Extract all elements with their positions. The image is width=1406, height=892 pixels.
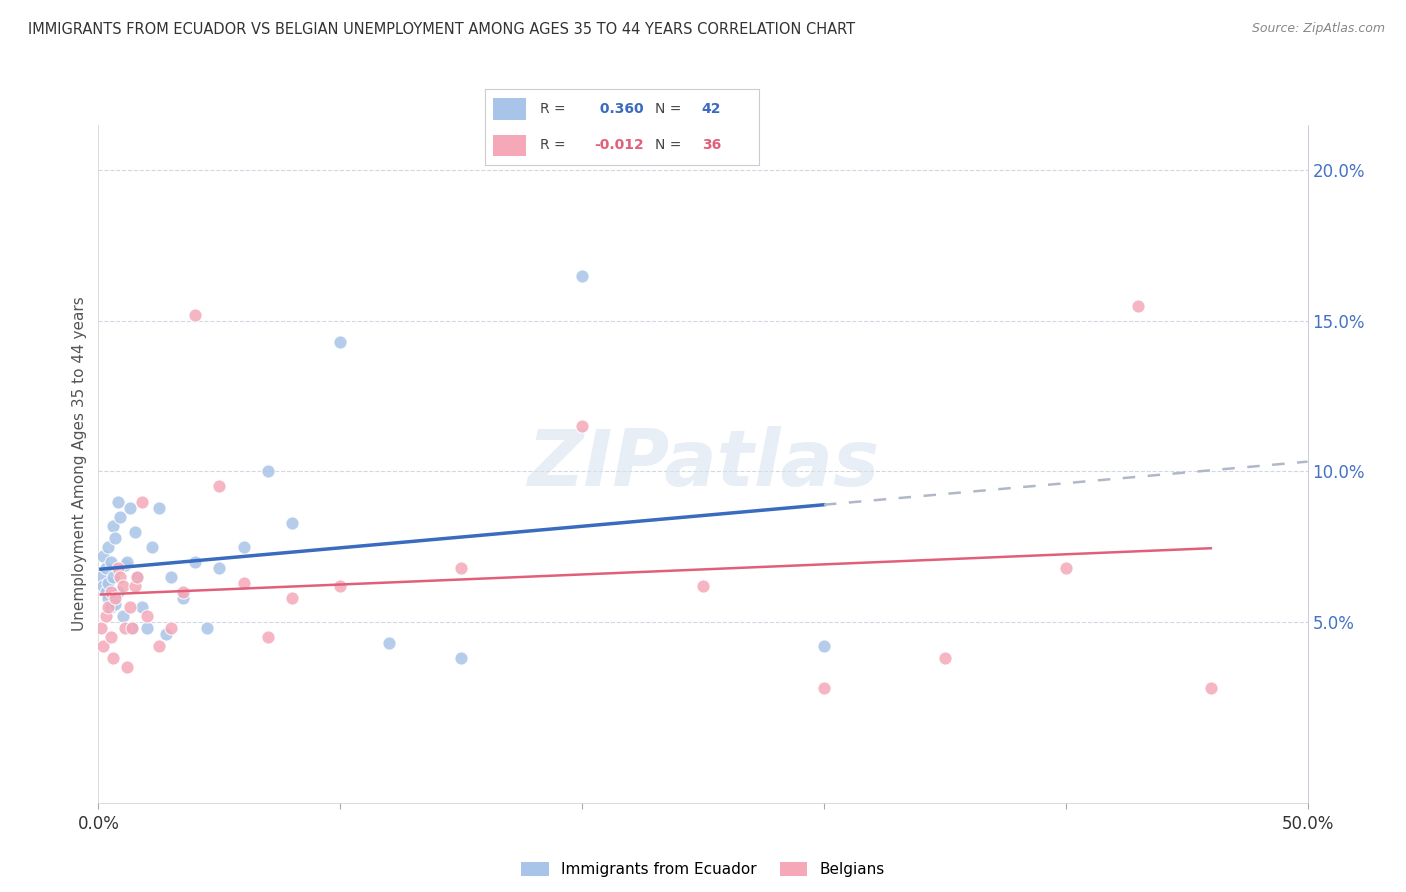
Y-axis label: Unemployment Among Ages 35 to 44 years: Unemployment Among Ages 35 to 44 years [72,296,87,632]
Point [94,561,117,575]
Point [329,334,352,349]
Point [232,540,254,554]
Point [256,630,278,644]
Text: 36: 36 [702,138,721,153]
Point [118,500,141,515]
Point [117,660,139,674]
Point [281,516,304,530]
Point [184,308,207,322]
Bar [494,98,526,120]
Legend: Immigrants from Ecuador, Belgians: Immigrants from Ecuador, Belgians [515,856,891,883]
Point [450,561,472,575]
Point [101,570,124,584]
Point [90,621,112,635]
Point [100,599,122,614]
Point [100,630,122,644]
Point [111,579,134,593]
Point [107,494,129,508]
Point [97,599,120,614]
Point [101,518,124,533]
Point [934,651,956,665]
Point [97,540,120,554]
Point [121,621,143,635]
Point [172,591,194,605]
Text: ZIPatlas: ZIPatlas [527,425,879,502]
Text: 42: 42 [702,102,721,116]
Point [121,621,143,635]
Point [111,609,134,624]
Point [131,599,153,614]
Text: N =: N = [655,102,686,116]
Text: IMMIGRANTS FROM ECUADOR VS BELGIAN UNEMPLOYMENT AMONG AGES 35 TO 44 YEARS CORREL: IMMIGRANTS FROM ECUADOR VS BELGIAN UNEMP… [28,22,855,37]
Point [256,464,278,478]
Text: -0.012: -0.012 [595,138,644,153]
Point [571,419,593,434]
Point [135,609,157,624]
Point [108,509,131,524]
Point [104,531,127,545]
Point [1199,681,1222,696]
Point [104,597,127,611]
Text: N =: N = [655,138,686,153]
Point [141,540,163,554]
Point [184,555,207,569]
Point [114,558,136,572]
Point [91,639,114,653]
Point [131,494,153,508]
Point [127,570,149,584]
Point [118,599,141,614]
Point [114,621,136,635]
Point [281,591,304,605]
Text: 0.360: 0.360 [595,102,644,116]
Point [108,570,131,584]
Point [97,591,120,605]
Point [208,561,231,575]
Point [160,621,183,635]
Point [91,579,114,593]
Point [90,570,112,584]
Point [232,575,254,590]
Text: R =: R = [540,102,569,116]
Point [94,585,117,599]
Point [1054,561,1077,575]
Point [117,555,139,569]
Point [127,570,149,584]
Point [100,555,122,569]
Text: Source: ZipAtlas.com: Source: ZipAtlas.com [1251,22,1385,36]
Point [208,479,231,493]
Point [91,549,114,563]
Text: R =: R = [540,138,569,153]
Point [571,268,593,283]
Point [155,627,177,641]
Point [97,575,120,590]
Point [124,579,146,593]
Point [135,621,157,635]
Point [450,651,472,665]
Point [692,579,714,593]
Point [329,579,352,593]
Point [148,500,170,515]
Point [148,639,170,653]
Point [94,609,117,624]
Point [160,570,183,584]
Point [813,639,835,653]
Point [813,681,835,696]
Bar [494,135,526,156]
Point [377,636,399,650]
Point [104,591,127,605]
Point [107,585,129,599]
Point [124,524,146,539]
Point [101,651,124,665]
Point [1128,299,1150,313]
Point [100,585,122,599]
Point [172,585,194,599]
Point [107,561,129,575]
Point [195,621,218,635]
